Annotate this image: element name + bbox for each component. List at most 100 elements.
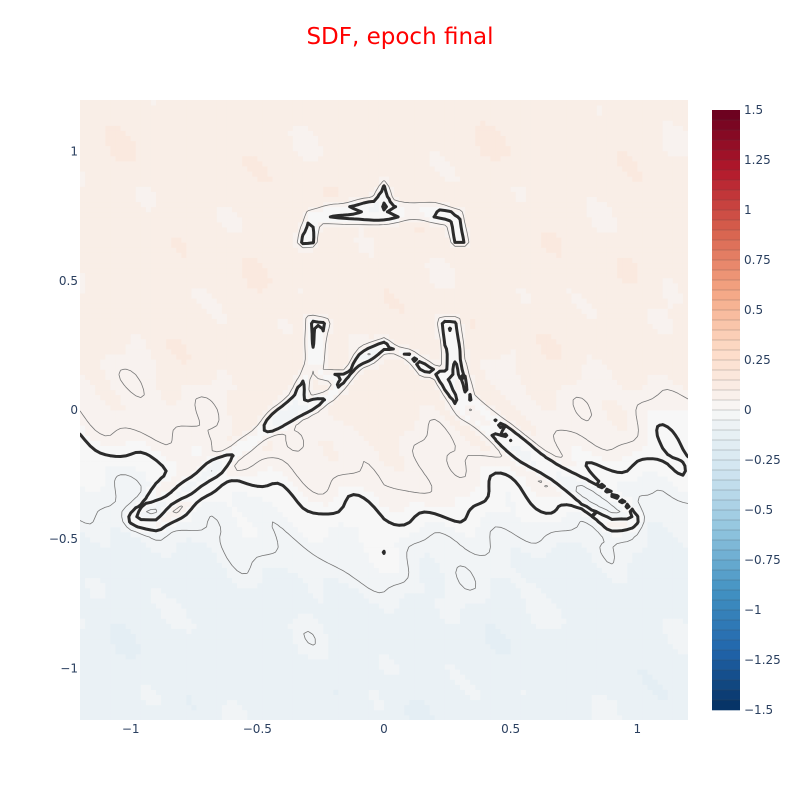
heat-cell: [120, 633, 126, 640]
heat-cell: [85, 603, 91, 609]
heat-cell: [252, 689, 258, 695]
heat-cell: [662, 694, 669, 701]
heat-cell: [85, 577, 91, 584]
heat-cell: [176, 694, 182, 701]
heat-cell: [348, 694, 354, 701]
heat-cell: [627, 643, 633, 650]
heat-cell: [632, 628, 638, 634]
heat-cell: [313, 613, 319, 619]
heat-cell: [262, 628, 268, 634]
heat-cell: [505, 547, 512, 553]
heat-cell: [232, 582, 238, 589]
heat-cell: [110, 542, 116, 548]
heat-cell: [125, 618, 132, 624]
heat-cell: [642, 684, 648, 690]
heat-cell: [292, 664, 299, 670]
heat-cell: [536, 557, 542, 563]
heat-cell: [80, 664, 86, 670]
heat-cell: [449, 547, 456, 553]
heat-cell: [318, 557, 324, 563]
heat-cell: [247, 567, 253, 574]
heat-cell: [181, 638, 187, 645]
heat-cell: [313, 582, 319, 589]
heat-cell: [186, 526, 192, 533]
heat-cell: [606, 714, 613, 720]
heat-cell: [677, 623, 684, 629]
heat-cell: [95, 674, 101, 680]
heat-cell: [363, 684, 370, 690]
heat-cell: [150, 694, 157, 701]
heat-cell: [525, 608, 532, 614]
heat-cell: [444, 659, 451, 665]
heat-cell: [120, 511, 126, 518]
heat-cell: [257, 521, 263, 528]
heat-cell: [140, 592, 147, 599]
heat-cell: [546, 547, 552, 553]
heat-cell: [156, 603, 162, 609]
heat-cell: [586, 694, 593, 701]
heat-cell: [581, 623, 588, 629]
heat-cell: [90, 643, 96, 650]
heat-cell: [525, 699, 532, 706]
heat-cell: [647, 577, 653, 584]
heat-cell: [363, 638, 370, 645]
heat-cell: [480, 709, 486, 716]
heat-cell: [591, 684, 598, 690]
heat-cell: [404, 638, 410, 645]
heat-cell: [677, 542, 684, 548]
heat-cell: [297, 516, 304, 523]
heat-cell: [632, 577, 638, 584]
heat-cell: [454, 689, 461, 695]
heat-cell: [226, 516, 233, 523]
heat-cell: [166, 689, 172, 695]
heat-cell: [85, 542, 91, 548]
heat-cell: [323, 572, 329, 579]
heat-cell: [145, 608, 152, 614]
heat-cell: [384, 714, 390, 720]
heat-cell: [652, 521, 658, 528]
heat-cell: [90, 709, 96, 716]
heat-cell: [221, 526, 228, 533]
heat-cell: [485, 679, 491, 685]
heat-cell: [318, 664, 324, 670]
heat-cell: [525, 623, 532, 629]
heat-cell: [627, 577, 633, 584]
heat-cell: [591, 618, 598, 624]
heat-cell: [409, 679, 415, 685]
heat-cell: [262, 516, 268, 523]
heat-cell: [186, 516, 192, 523]
heat-cell: [348, 643, 354, 650]
heat-cell: [424, 679, 430, 685]
heat-cell: [475, 684, 481, 690]
heat-cell: [652, 552, 658, 558]
heat-cell: [115, 659, 121, 665]
heat-cell: [90, 674, 96, 680]
heat-cell: [601, 643, 608, 650]
heat-cell: [232, 603, 238, 609]
heat-cell: [627, 603, 633, 609]
heat-cell: [282, 638, 289, 645]
heat-cell: [328, 542, 334, 548]
heat-cell: [206, 547, 213, 553]
heat-cell: [120, 679, 126, 685]
heat-cell: [150, 714, 157, 720]
heat-cell: [627, 684, 633, 690]
heat-cell: [313, 516, 319, 523]
heat-cell: [627, 557, 633, 563]
heat-cell: [221, 653, 228, 660]
heat-cell: [612, 628, 618, 634]
heat-cell: [556, 562, 562, 568]
heat-cell: [500, 664, 506, 670]
heat-cell: [394, 709, 400, 716]
heat-cell: [90, 521, 96, 528]
heat-cell: [120, 669, 126, 675]
heat-cell: [221, 603, 228, 609]
heat-cell: [150, 521, 157, 528]
heat-cell: [571, 587, 577, 594]
heat-cell: [363, 516, 370, 523]
heat-cell: [221, 608, 228, 614]
heat-cell: [561, 537, 567, 543]
heat-cell: [612, 603, 618, 609]
heat-cell: [601, 552, 608, 558]
heat-cell: [515, 582, 522, 589]
